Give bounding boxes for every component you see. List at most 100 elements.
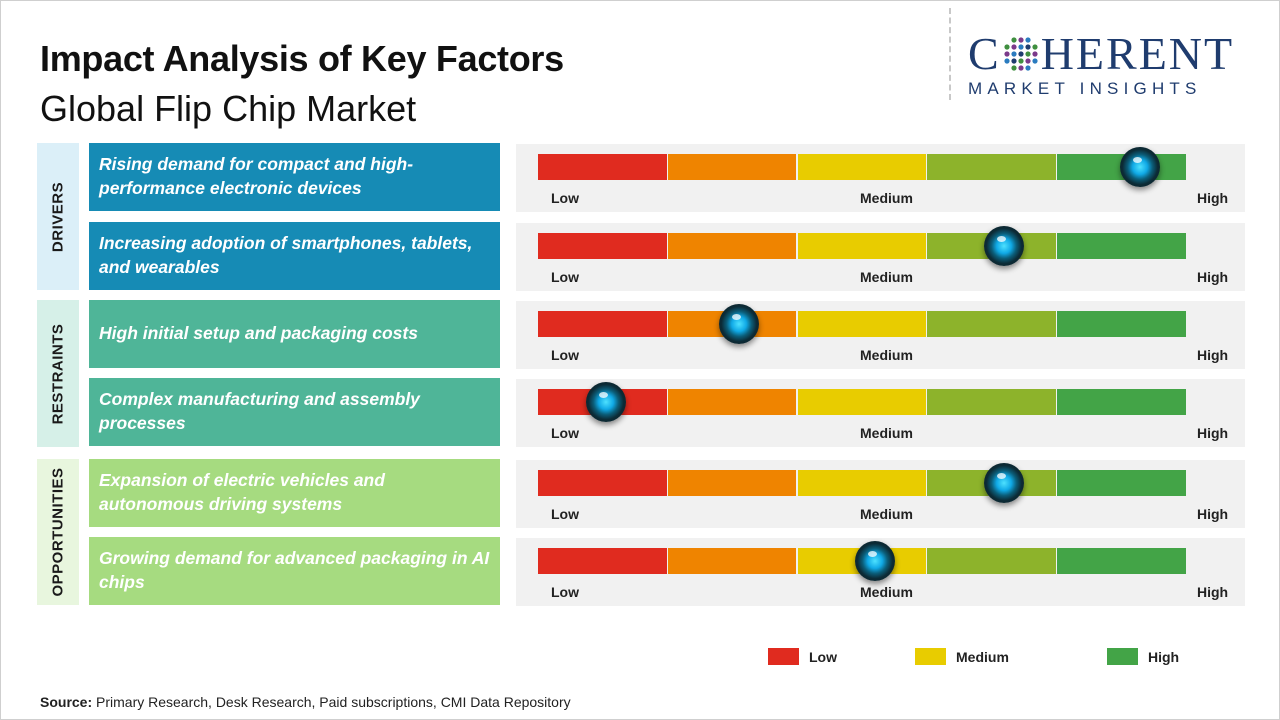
logo-dot — [1011, 65, 1017, 71]
logo-dot — [1032, 58, 1038, 64]
impact-segment — [667, 389, 797, 415]
impact-segment — [797, 311, 927, 337]
scale-label-medium: Medium — [860, 190, 913, 206]
impact-meter: Low Medium High — [516, 301, 1245, 369]
category-label: RESTRAINTS — [49, 323, 67, 424]
scale-label-high: High — [1197, 347, 1229, 363]
source-text: Primary Research, Desk Research, Paid su… — [92, 694, 571, 710]
factor-box: High initial setup and packaging costs — [89, 300, 500, 368]
category-opportunities: OPPORTUNITIES — [37, 459, 79, 605]
logo-letters-herent: HERENT — [1040, 28, 1235, 79]
impact-segment — [927, 311, 1056, 337]
category-restraints: RESTRAINTS — [37, 300, 79, 447]
source-note: Source: Primary Research, Desk Research,… — [40, 694, 571, 710]
impact-segment — [667, 233, 797, 259]
logo-wordmark: C HERENT — [968, 30, 1268, 78]
logo-dot — [1004, 44, 1010, 50]
factor-box: Expansion of electric vehicles and auton… — [89, 459, 500, 527]
logo-dot — [1018, 51, 1024, 57]
category-label: DRIVERS — [49, 181, 67, 252]
impact-segment — [538, 311, 667, 337]
scale-label-medium: Medium — [860, 584, 913, 600]
impact-segment — [1057, 389, 1186, 415]
impact-segment — [797, 389, 927, 415]
legend-swatch — [768, 648, 799, 665]
logo-dot — [1011, 44, 1017, 50]
impact-indicator-knob — [854, 541, 895, 581]
legend-label: Medium — [956, 648, 1009, 665]
logo-dot — [1018, 37, 1024, 43]
impact-segment — [667, 154, 797, 180]
scale-label-medium: Medium — [860, 425, 913, 441]
impact-indicator-knob — [984, 463, 1025, 503]
scale-label-low: Low — [551, 425, 579, 441]
impact-meter: Low Medium High — [516, 144, 1245, 212]
scale-label-medium: Medium — [860, 506, 913, 522]
impact-meter: Low Medium High — [516, 538, 1245, 606]
scale-label-high: High — [1197, 269, 1229, 285]
logo-dot — [1025, 58, 1031, 64]
impact-indicator-knob — [984, 226, 1025, 266]
logo-dot — [1025, 65, 1031, 71]
category-drivers: DRIVERS — [37, 143, 79, 290]
logo-dot — [1011, 51, 1017, 57]
impact-meter: Low Medium High — [516, 460, 1245, 528]
logo-dot — [1018, 58, 1024, 64]
scale-label-low: Low — [551, 347, 579, 363]
impact-meter: Low Medium High — [516, 223, 1245, 291]
scale-label-high: High — [1197, 425, 1229, 441]
logo-dot — [1004, 51, 1010, 57]
impact-segment — [797, 154, 927, 180]
logo-dot — [1011, 58, 1017, 64]
impact-indicator-knob — [718, 304, 759, 344]
logo-dot — [1032, 44, 1038, 50]
logo-dots-icon — [1004, 37, 1038, 71]
logo-dot — [1025, 44, 1031, 50]
legend-low: Low — [768, 648, 837, 665]
impact-segment — [538, 233, 667, 259]
impact-segment — [797, 233, 927, 259]
logo-dot — [1032, 51, 1038, 57]
impact-meter: Low Medium High — [516, 379, 1245, 447]
legend-label: Low — [809, 648, 837, 665]
scale-label-medium: Medium — [860, 347, 913, 363]
logo-tagline: MARKET INSIGHTS — [968, 79, 1202, 98]
scale-label-low: Low — [551, 269, 579, 285]
category-label: OPPORTUNITIES — [49, 467, 67, 597]
logo-dot — [1025, 37, 1031, 43]
page-subtitle: Global Flip Chip Market — [40, 88, 417, 129]
impact-segment — [667, 548, 797, 574]
impact-segment — [927, 154, 1056, 180]
impact-indicator-knob — [1120, 147, 1161, 187]
factor-box: Rising demand for compact and high-perfo… — [89, 143, 500, 211]
impact-segment — [1057, 233, 1186, 259]
scale-label-high: High — [1197, 584, 1229, 600]
impact-segment — [1057, 548, 1186, 574]
page-title: Impact Analysis of Key Factors — [40, 38, 564, 79]
logo-separator — [949, 8, 951, 100]
logo-dot — [1004, 58, 1010, 64]
source-label: Source: — [40, 694, 93, 710]
factor-box: Complex manufacturing and assembly proce… — [89, 378, 500, 446]
impact-segment — [538, 470, 667, 496]
scale-label-low: Low — [551, 584, 579, 600]
legend-medium: Medium — [915, 648, 1009, 665]
impact-segment — [927, 548, 1056, 574]
legend-high: High — [1107, 648, 1179, 665]
scale-label-high: High — [1197, 506, 1229, 522]
scale-label-medium: Medium — [860, 269, 913, 285]
company-logo: C HERENT MARKET INSIGHTS — [968, 30, 1268, 99]
impact-indicator-knob — [586, 382, 627, 422]
impact-segment — [538, 548, 667, 574]
logo-dot — [1025, 51, 1031, 57]
legend-swatch — [1107, 648, 1138, 665]
impact-segment — [927, 389, 1056, 415]
factor-box: Increasing adoption of smartphones, tabl… — [89, 222, 500, 290]
logo-dot — [1018, 65, 1024, 71]
scale-label-low: Low — [551, 506, 579, 522]
impact-segment — [1057, 311, 1186, 337]
legend-swatch — [915, 648, 946, 665]
impact-segment — [538, 154, 667, 180]
logo-dot — [1018, 44, 1024, 50]
factor-box: Growing demand for advanced packaging in… — [89, 537, 500, 605]
